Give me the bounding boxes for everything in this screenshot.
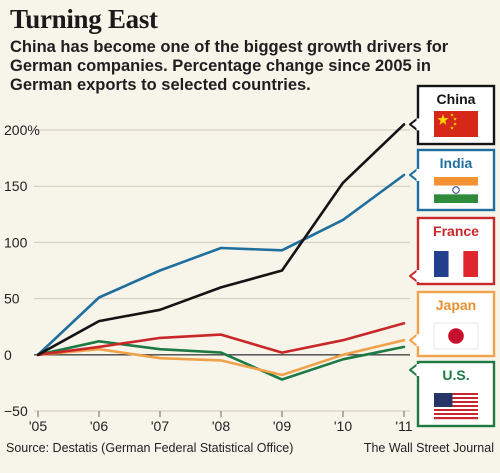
y-tick-label: 200% — [4, 122, 40, 138]
legend-label: China — [437, 91, 476, 107]
france-flag — [434, 251, 478, 277]
series-line-india — [36, 173, 406, 357]
chart-title: Turning East — [10, 4, 158, 34]
y-tick-label: 100 — [4, 234, 28, 250]
legend-label: Japan — [436, 297, 476, 313]
legend-label: France — [433, 223, 479, 239]
x-tick-label: '10 — [334, 418, 352, 434]
japan-flag — [433, 322, 479, 350]
series-line-us — [36, 339, 406, 381]
y-tick-label: −50 — [4, 403, 28, 419]
x-tick-label: '07 — [151, 418, 169, 434]
x-tick-label: '08 — [212, 418, 230, 434]
legend-label: U.S. — [442, 367, 469, 383]
china-flag — [434, 111, 478, 137]
x-tick-label: '06 — [90, 418, 108, 434]
legend-label: India — [440, 155, 473, 171]
source-note: Source: Destatis (German Federal Statist… — [6, 441, 294, 455]
x-tick-label: '11 — [395, 418, 412, 434]
y-tick-label: 0 — [4, 347, 12, 363]
series-line-china — [36, 123, 406, 357]
credit-note: The Wall Street Journal — [363, 441, 494, 455]
chart-subtitle: China has become one of the biggest grow… — [10, 38, 449, 94]
us-flag — [434, 393, 478, 420]
x-tick-label: '05 — [29, 418, 47, 434]
y-tick-label: 50 — [4, 291, 20, 307]
india-flag — [434, 177, 478, 203]
x-tick-label: '09 — [273, 418, 291, 434]
series-line-japan — [36, 338, 406, 377]
y-tick-label: 150 — [4, 178, 28, 194]
series-line-france — [36, 321, 406, 357]
